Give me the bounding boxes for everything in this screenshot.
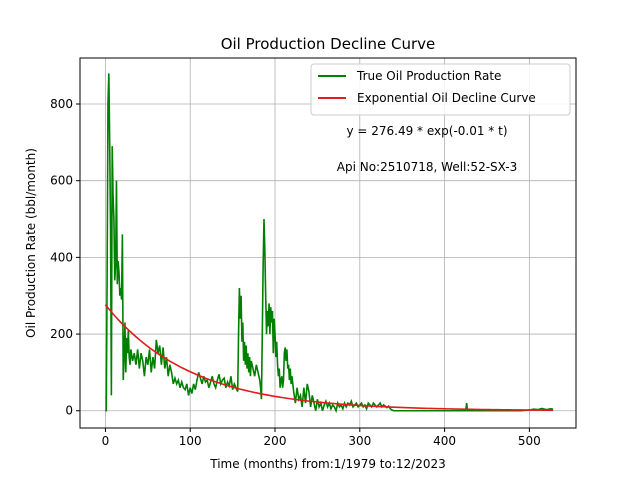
x-tick-label: 100 [179,434,202,448]
equation-annotation: y = 276.49 * exp(-0.01 * t) [346,124,507,138]
plot-frame [79,57,577,429]
y-tick-label: 200 [50,327,73,341]
legend-box [310,63,571,116]
well-annotation: Api No:2510718, Well:52-SX-3 [337,160,517,174]
x-tick-label: 200 [264,434,287,448]
y-tick-label: 400 [50,250,73,264]
legend: True Oil Production Rate Exponential Oil… [310,63,571,116]
chart-title: Oil Production Decline Curve [221,35,436,53]
grid-lines [80,58,576,428]
series-exponential-oil-decline-curve [104,304,554,412]
x-tick-label: 500 [518,434,541,448]
y-tick-label: 0 [65,404,73,418]
y-axis-ticks: 0 200 400 600 800 [50,97,80,418]
legend-label-exponential: Exponential Oil Decline Curve [357,91,536,105]
x-tick-label: 400 [433,434,456,448]
x-axis-label: Time (months) from:1/1979 to:12/2023 [209,457,446,471]
series-true-oil-production-rate [105,73,554,414]
y-axis-label: Oil Production Rate (bbl/month) [24,148,38,338]
x-tick-label: 0 [102,434,110,448]
y-tick-label: 800 [50,97,73,111]
plot-area [104,73,554,414]
y-tick-label: 600 [50,174,73,188]
x-axis-ticks: 0 100 200 300 400 500 [102,428,541,448]
x-tick-label: 300 [348,434,371,448]
legend-label-true: True Oil Production Rate [356,69,501,83]
